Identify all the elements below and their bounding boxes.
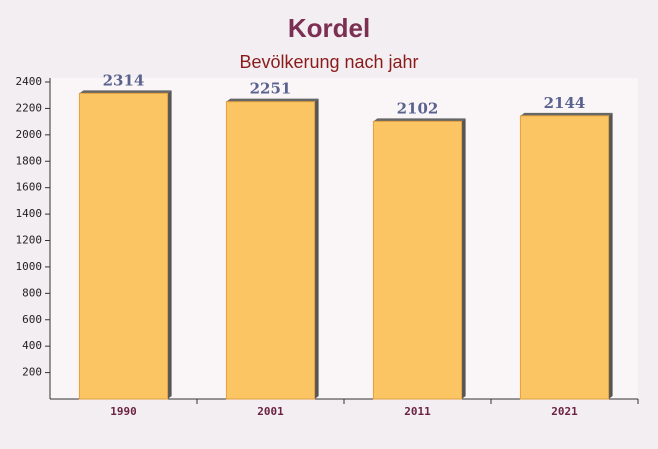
- bar-shadow: [167, 90, 172, 400]
- y-tick-label: 400: [22, 339, 42, 352]
- y-tick-label: 800: [22, 286, 42, 299]
- y-tick-label: 1800: [16, 154, 43, 167]
- chart-subtitle: Bevölkerung nach jahr: [239, 52, 418, 72]
- x-tick-label: 1990: [110, 405, 137, 418]
- bar-shadow: [520, 112, 613, 116]
- bar: [519, 115, 610, 400]
- value-label: 2251: [250, 80, 292, 98]
- bar: [225, 101, 316, 400]
- y-tick-label: 1000: [16, 260, 43, 273]
- x-tick-label: 2001: [257, 405, 284, 418]
- x-tick-label: 2011: [404, 405, 431, 418]
- x-tick-label: 2021: [551, 405, 578, 418]
- bar: [78, 92, 169, 400]
- y-tick-label: 1400: [16, 207, 43, 220]
- bar-shadow: [461, 118, 466, 399]
- y-tick-label: 200: [22, 366, 42, 379]
- y-tick-label: 1200: [16, 234, 43, 247]
- bar-shadow: [226, 98, 319, 102]
- value-label: 2314: [103, 71, 145, 89]
- value-label: 2144: [544, 94, 586, 112]
- y-tick-label: 1600: [16, 181, 43, 194]
- bar-shadow: [373, 118, 466, 122]
- y-tick-label: 2000: [16, 128, 43, 141]
- y-tick-label: 600: [22, 313, 42, 326]
- y-tick-label: 2400: [16, 75, 43, 88]
- bar-shadow: [79, 90, 172, 94]
- chart-title: Kordel: [288, 13, 370, 43]
- bar: [372, 120, 463, 400]
- value-label: 2102: [397, 99, 439, 117]
- bar-shadow: [608, 112, 613, 400]
- bar-shadow: [314, 98, 319, 399]
- y-tick-label: 2200: [16, 101, 43, 114]
